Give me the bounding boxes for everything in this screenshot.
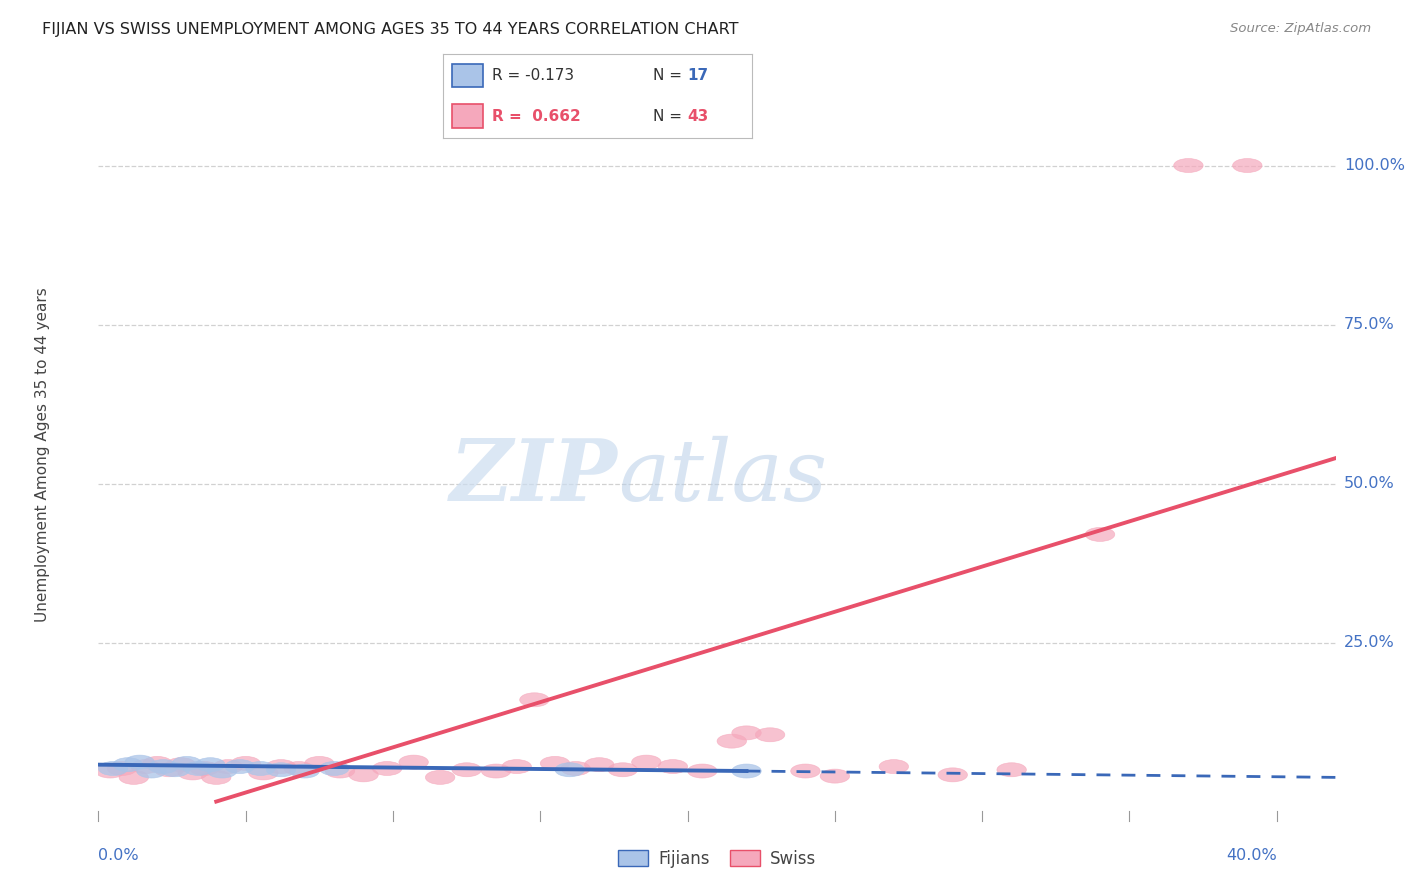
Ellipse shape — [266, 760, 295, 773]
Ellipse shape — [284, 762, 314, 775]
Ellipse shape — [125, 756, 155, 769]
Text: N =: N = — [654, 109, 688, 124]
Ellipse shape — [426, 771, 456, 784]
FancyBboxPatch shape — [453, 104, 484, 128]
Ellipse shape — [290, 764, 319, 778]
Ellipse shape — [201, 771, 231, 784]
Ellipse shape — [190, 762, 219, 775]
Ellipse shape — [131, 760, 160, 773]
Ellipse shape — [195, 757, 225, 772]
Ellipse shape — [112, 757, 142, 772]
Ellipse shape — [399, 756, 429, 769]
Ellipse shape — [540, 756, 569, 771]
Ellipse shape — [481, 764, 510, 778]
FancyBboxPatch shape — [453, 63, 484, 87]
Ellipse shape — [790, 764, 820, 778]
Ellipse shape — [451, 763, 481, 777]
Text: 100.0%: 100.0% — [1344, 158, 1405, 173]
Ellipse shape — [107, 762, 136, 775]
Ellipse shape — [98, 762, 128, 775]
Ellipse shape — [319, 762, 349, 775]
Text: Source: ZipAtlas.com: Source: ZipAtlas.com — [1230, 22, 1371, 36]
Text: atlas: atlas — [619, 435, 827, 518]
Ellipse shape — [214, 760, 243, 773]
Text: Unemployment Among Ages 35 to 44 years: Unemployment Among Ages 35 to 44 years — [35, 287, 51, 623]
Ellipse shape — [246, 762, 276, 775]
Ellipse shape — [820, 769, 849, 783]
Ellipse shape — [179, 766, 208, 780]
Ellipse shape — [688, 764, 717, 778]
Text: 17: 17 — [688, 68, 709, 83]
Ellipse shape — [731, 764, 761, 778]
Ellipse shape — [249, 766, 278, 780]
Ellipse shape — [502, 760, 531, 773]
Ellipse shape — [520, 693, 550, 706]
Text: 75.0%: 75.0% — [1344, 317, 1395, 332]
Text: R =  0.662: R = 0.662 — [492, 109, 581, 124]
Ellipse shape — [373, 762, 402, 775]
Ellipse shape — [658, 760, 688, 773]
Ellipse shape — [938, 768, 967, 782]
Ellipse shape — [136, 764, 166, 778]
Ellipse shape — [555, 763, 585, 777]
Ellipse shape — [585, 757, 614, 772]
Ellipse shape — [208, 764, 236, 778]
Ellipse shape — [561, 762, 591, 775]
Ellipse shape — [607, 763, 637, 777]
Text: 40.0%: 40.0% — [1226, 848, 1277, 863]
Ellipse shape — [149, 760, 179, 773]
Ellipse shape — [184, 762, 214, 775]
Ellipse shape — [1233, 159, 1263, 172]
Ellipse shape — [155, 763, 184, 777]
Ellipse shape — [717, 734, 747, 748]
Ellipse shape — [160, 763, 190, 777]
Ellipse shape — [1085, 527, 1115, 541]
Ellipse shape — [305, 756, 335, 771]
Ellipse shape — [172, 756, 201, 771]
Ellipse shape — [879, 760, 908, 773]
Ellipse shape — [225, 760, 254, 773]
Ellipse shape — [166, 757, 195, 772]
Text: N =: N = — [654, 68, 688, 83]
Text: R = -0.173: R = -0.173 — [492, 68, 575, 83]
Ellipse shape — [755, 728, 785, 742]
Ellipse shape — [731, 726, 761, 739]
Ellipse shape — [349, 768, 378, 782]
Legend: Fijians, Swiss: Fijians, Swiss — [612, 843, 823, 874]
Ellipse shape — [631, 756, 661, 769]
Ellipse shape — [142, 756, 172, 771]
Ellipse shape — [997, 763, 1026, 777]
Ellipse shape — [231, 756, 260, 771]
Text: 43: 43 — [688, 109, 709, 124]
Ellipse shape — [120, 771, 149, 784]
Ellipse shape — [266, 763, 295, 777]
Ellipse shape — [325, 764, 354, 778]
Text: 0.0%: 0.0% — [98, 848, 139, 863]
Text: 50.0%: 50.0% — [1344, 476, 1395, 491]
Text: ZIP: ZIP — [450, 435, 619, 518]
Ellipse shape — [1174, 159, 1204, 172]
Text: FIJIAN VS SWISS UNEMPLOYMENT AMONG AGES 35 TO 44 YEARS CORRELATION CHART: FIJIAN VS SWISS UNEMPLOYMENT AMONG AGES … — [42, 22, 738, 37]
Text: 25.0%: 25.0% — [1344, 635, 1395, 650]
Ellipse shape — [96, 764, 125, 778]
